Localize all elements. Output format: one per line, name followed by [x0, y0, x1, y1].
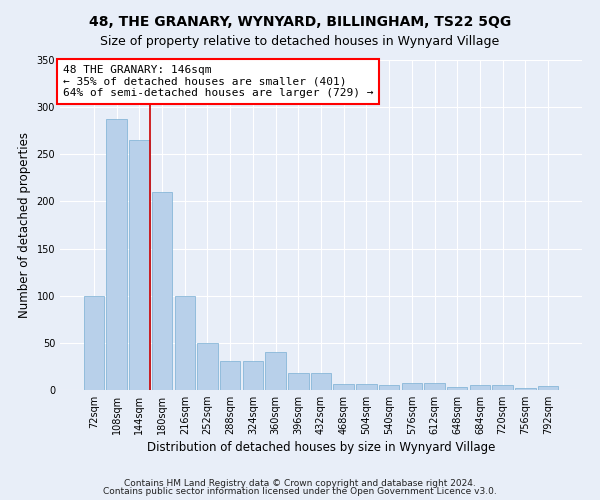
Bar: [311, 373, 331, 390]
Text: 48, THE GRANARY, WYNYARD, BILLINGHAM, TS22 5QG: 48, THE GRANARY, WYNYARD, BILLINGHAM, TS…: [89, 15, 511, 29]
Bar: [379, 386, 400, 390]
Bar: [242, 361, 263, 390]
Bar: [538, 386, 558, 390]
Bar: [470, 386, 490, 390]
Bar: [288, 373, 308, 390]
Bar: [447, 387, 467, 390]
Bar: [424, 384, 445, 390]
Bar: [220, 361, 241, 390]
Bar: [106, 120, 127, 390]
Text: 48 THE GRANARY: 146sqm
← 35% of detached houses are smaller (401)
64% of semi-de: 48 THE GRANARY: 146sqm ← 35% of detached…: [62, 65, 373, 98]
Bar: [197, 343, 218, 390]
X-axis label: Distribution of detached houses by size in Wynyard Village: Distribution of detached houses by size …: [147, 442, 495, 454]
Bar: [401, 384, 422, 390]
Bar: [265, 352, 286, 390]
Bar: [356, 384, 377, 390]
Y-axis label: Number of detached properties: Number of detached properties: [18, 132, 31, 318]
Bar: [152, 192, 172, 390]
Bar: [334, 384, 354, 390]
Bar: [175, 296, 195, 390]
Text: Size of property relative to detached houses in Wynyard Village: Size of property relative to detached ho…: [100, 35, 500, 48]
Bar: [84, 296, 104, 390]
Bar: [493, 386, 513, 390]
Text: Contains HM Land Registry data © Crown copyright and database right 2024.: Contains HM Land Registry data © Crown c…: [124, 478, 476, 488]
Text: Contains public sector information licensed under the Open Government Licence v3: Contains public sector information licen…: [103, 487, 497, 496]
Bar: [515, 388, 536, 390]
Bar: [129, 140, 149, 390]
